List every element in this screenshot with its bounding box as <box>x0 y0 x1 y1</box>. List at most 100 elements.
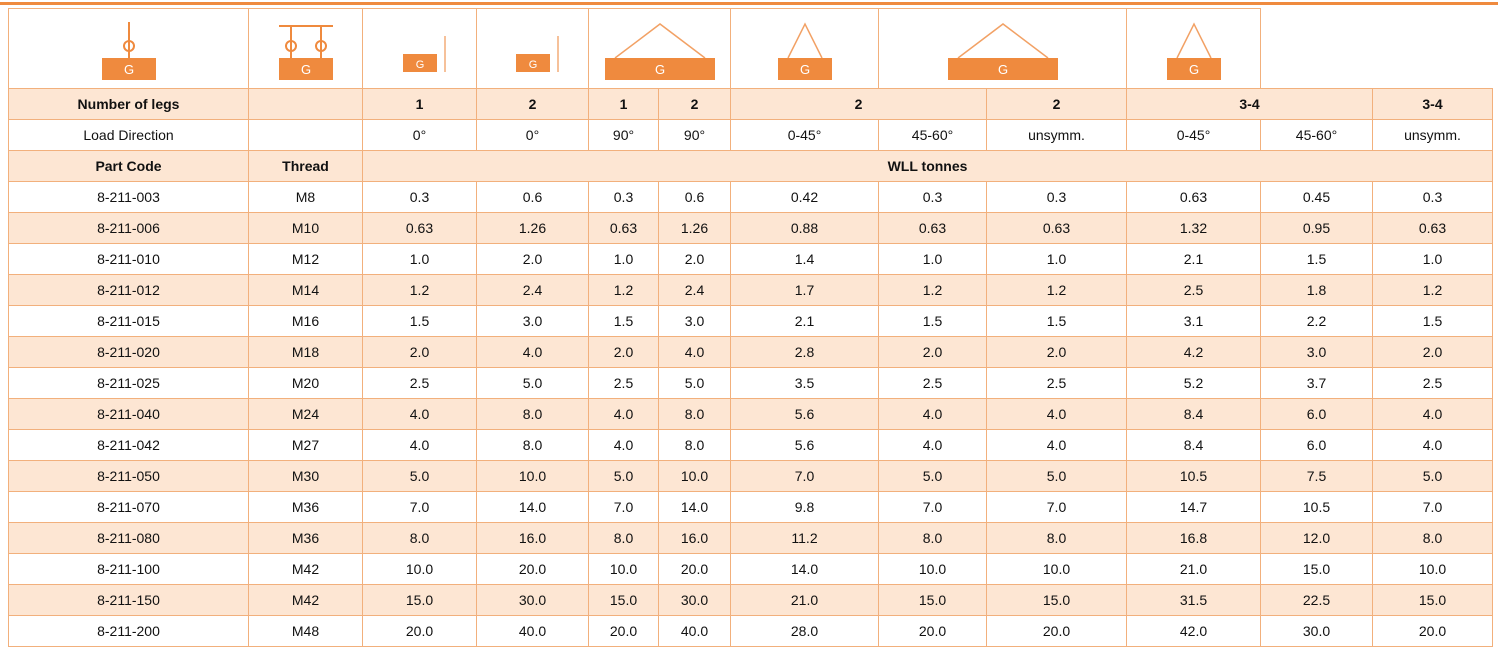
cell: 2.1 <box>730 305 879 337</box>
cell: 8-211-006 <box>8 212 249 244</box>
empty-cell <box>1260 8 1493 89</box>
cell: 1.2 <box>986 274 1127 306</box>
cell: 2 <box>476 88 589 120</box>
table-row: 8-211-012 M14 1.2 2.4 1.2 2.4 1.7 1.2 1.2 2.5 1.8 1… <box>8 274 1493 306</box>
cell: M48 <box>248 615 363 647</box>
cell: 0.63 <box>986 212 1127 244</box>
cell: 10.0 <box>588 553 659 585</box>
cell: 40.0 <box>658 615 731 647</box>
icon-letter: G <box>301 62 311 77</box>
sling-icon: G <box>516 35 559 72</box>
cell: 2 <box>658 88 731 120</box>
cell: 2.2 <box>1260 305 1373 337</box>
cell: 2.1 <box>1126 243 1261 275</box>
cell: 2 <box>730 88 987 120</box>
cell: 2.0 <box>588 336 659 368</box>
table-row: 8-211-040 M24 4.0 8.0 4.0 8.0 5.6 4.0 4.0 8.4 6.0 4… <box>8 398 1493 430</box>
cell: 10.0 <box>986 553 1127 585</box>
cell: M8 <box>248 181 363 213</box>
cell: 2.0 <box>878 336 987 368</box>
cell: 1.2 <box>588 274 659 306</box>
cell: 0.6 <box>658 181 731 213</box>
cell: 4.0 <box>878 429 987 461</box>
cell: 4.0 <box>1372 398 1493 430</box>
cell: 0.3 <box>986 181 1127 213</box>
cell: 6.0 <box>1260 398 1373 430</box>
cell: 16.8 <box>1126 522 1261 554</box>
cell: M36 <box>248 491 363 523</box>
cell: 7.0 <box>588 491 659 523</box>
cell: 8.0 <box>986 522 1127 554</box>
cell: 0.3 <box>878 181 987 213</box>
table-row: Number of legs 1 2 1 2 2 2 3-4 3-4 <box>8 88 1493 120</box>
top-rule <box>0 2 1498 5</box>
cell: 8-211-080 <box>8 522 249 554</box>
cell: 5.2 <box>1126 367 1261 399</box>
cell: 10.0 <box>878 553 987 585</box>
table-row: 8-211-025 M20 2.5 5.0 2.5 5.0 3.5 2.5 2.5 5.2 3.7 2… <box>8 367 1493 399</box>
empty-cell: G <box>362 8 477 89</box>
cell: 1.5 <box>588 305 659 337</box>
cell: 1.7 <box>730 274 879 306</box>
cell: 2.5 <box>1372 367 1493 399</box>
cell: 20.0 <box>476 553 589 585</box>
cell: 1.0 <box>1372 243 1493 275</box>
cell: 0.95 <box>1260 212 1373 244</box>
cell: 16.0 <box>658 522 731 554</box>
cell: unsymm. <box>986 119 1127 151</box>
cell: 2.0 <box>476 243 589 275</box>
cell: 0.63 <box>362 212 477 244</box>
icon-letter: G <box>998 62 1008 77</box>
cell: 1.0 <box>986 243 1127 275</box>
cell: 20.0 <box>362 615 477 647</box>
icon-letter: G <box>655 62 665 77</box>
empty-cell <box>248 119 363 151</box>
cell: 0° <box>362 119 477 151</box>
cell: 3.7 <box>1260 367 1373 399</box>
cell: 8-211-025 <box>8 367 249 399</box>
cell: M20 <box>248 367 363 399</box>
cell: M12 <box>248 243 363 275</box>
table-row: Load Direction 0° 0° 90° 90° 0-45° 45-60° unsym… <box>8 119 1493 151</box>
cell: 2.5 <box>588 367 659 399</box>
cell: 1 <box>362 88 477 120</box>
cell: 15.0 <box>986 584 1127 616</box>
cell: 10.0 <box>476 460 589 492</box>
cell: 5.0 <box>878 460 987 492</box>
cell: 3.0 <box>476 305 589 337</box>
cell: 5.0 <box>476 367 589 399</box>
cell: 0-45° <box>730 119 879 151</box>
cell: 1.32 <box>1126 212 1261 244</box>
cell: 0.6 <box>476 181 589 213</box>
cell: 2.5 <box>878 367 987 399</box>
cell: 15.0 <box>588 584 659 616</box>
cell: 2.8 <box>730 336 879 368</box>
sling-icon: G <box>1167 21 1221 80</box>
sling-icon: G <box>605 22 715 80</box>
cell: 7.0 <box>362 491 477 523</box>
cell: 90° <box>658 119 731 151</box>
cell: 8-211-010 <box>8 243 249 275</box>
cell: 31.5 <box>1126 584 1261 616</box>
table-row: 8-211-010 M12 1.0 2.0 1.0 2.0 1.4 1.0 1.0 2.1 1.5 1… <box>8 243 1493 275</box>
cell: M30 <box>248 460 363 492</box>
cell: 8.0 <box>658 398 731 430</box>
cell: 9.8 <box>730 491 879 523</box>
cell: 1.26 <box>658 212 731 244</box>
cell: 8.0 <box>1372 522 1493 554</box>
cell: 1.26 <box>476 212 589 244</box>
cell: 6.0 <box>1260 429 1373 461</box>
cell: 8.0 <box>362 522 477 554</box>
cell: 1.2 <box>878 274 987 306</box>
table-row: Part Code Thread WLL tonnes <box>8 150 1493 182</box>
cell: 5.0 <box>362 460 477 492</box>
cell: 30.0 <box>476 584 589 616</box>
cell: 12.0 <box>1260 522 1373 554</box>
cell: 2.4 <box>476 274 589 306</box>
table-row: 8-211-100 M42 10.0 20.0 10.0 20.0 14.0 10.0 10.0… <box>8 553 1493 585</box>
cell: M10 <box>248 212 363 244</box>
cell: Part Code <box>8 150 249 182</box>
cell: M14 <box>248 274 363 306</box>
